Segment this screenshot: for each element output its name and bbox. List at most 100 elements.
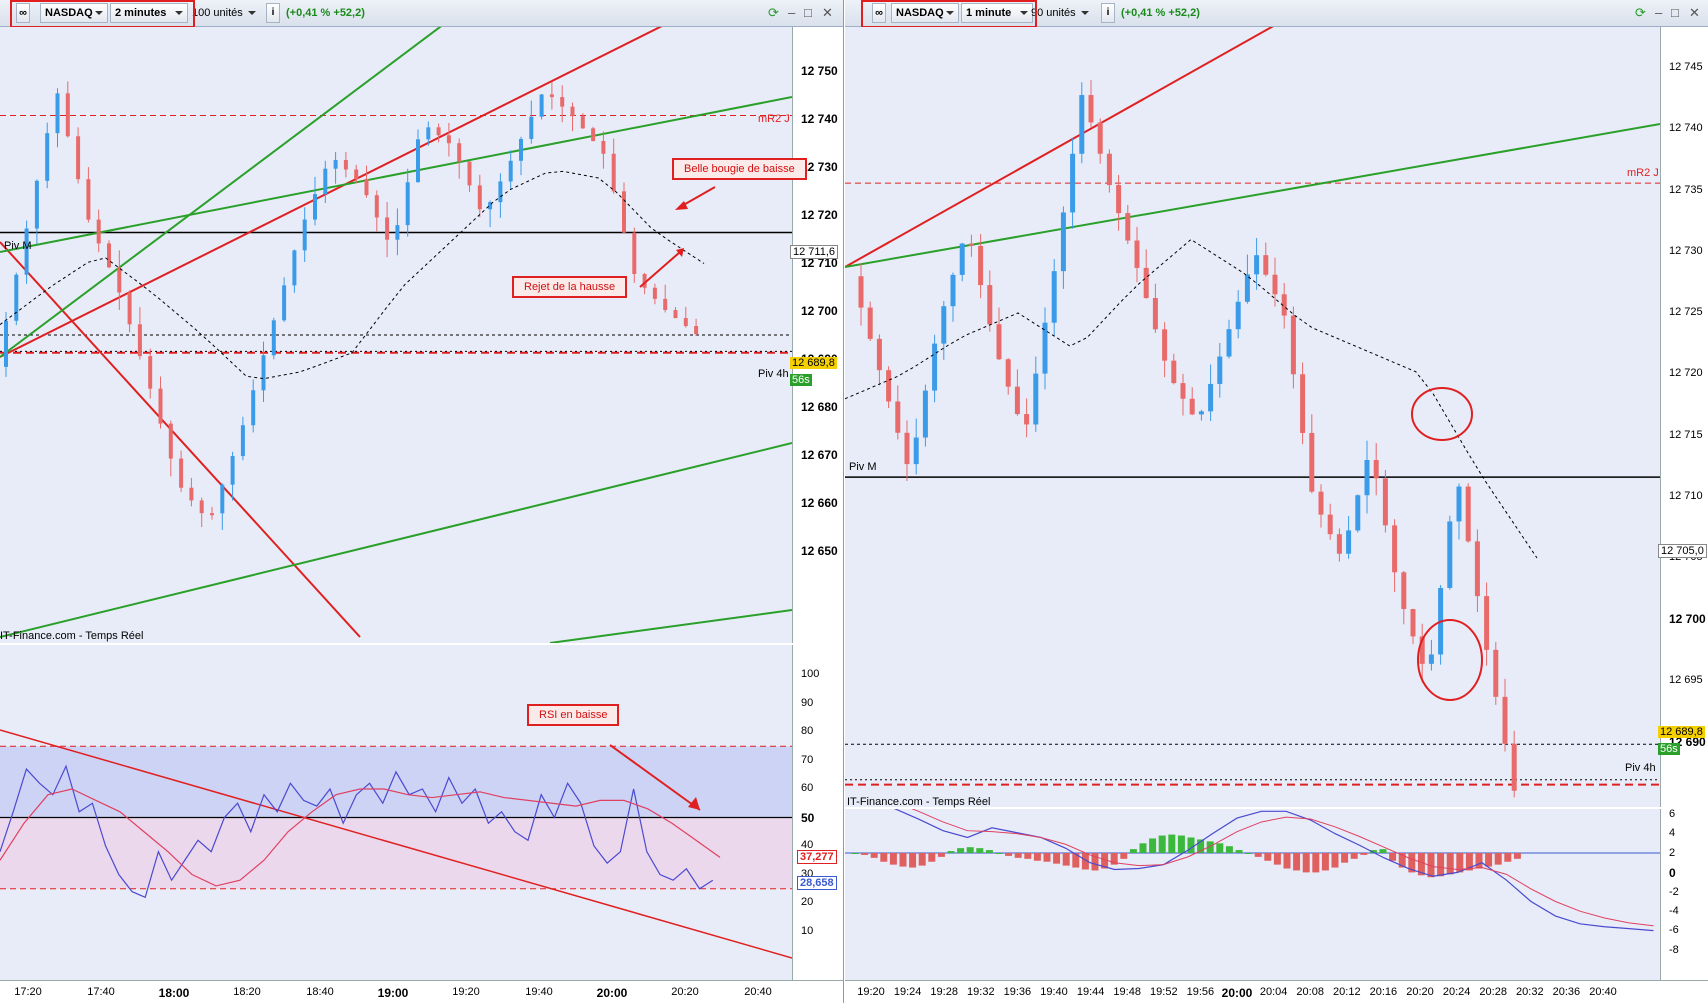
timeframe-selector[interactable]: 1 minute xyxy=(961,3,1033,23)
close-icon[interactable]: ✕ xyxy=(822,5,833,20)
minimize-icon[interactable]: – xyxy=(1655,5,1663,20)
macd-plot[interactable] xyxy=(845,809,1660,981)
time-tick-label: 19:32 xyxy=(967,986,995,998)
time-tick-label: 20:00 xyxy=(1221,986,1253,1000)
units-selector[interactable]: 100 unités xyxy=(192,7,256,19)
level-label-piv4h: Piv 4h xyxy=(1625,762,1656,774)
moving-average-line xyxy=(0,170,705,380)
candle-body xyxy=(261,355,266,391)
level-label-mr2j: mR2 J xyxy=(1627,167,1659,179)
macd-histogram-bar xyxy=(870,853,878,858)
macd-histogram-bar xyxy=(1033,853,1041,861)
time-tick-label: 19:52 xyxy=(1150,986,1178,998)
candle-body xyxy=(498,181,503,203)
trendline-green-2 xyxy=(0,27,442,358)
symbol-selector[interactable]: NASDAQ xyxy=(891,3,959,23)
candle-body xyxy=(1474,541,1480,597)
rsi-upper-zone xyxy=(0,746,792,818)
maximize-icon[interactable]: □ xyxy=(1671,5,1679,20)
macd-histogram-bar xyxy=(1168,834,1176,853)
axis-tick-label: 50 xyxy=(801,810,815,825)
link-icon[interactable]: ∞ xyxy=(16,3,30,23)
minimize-icon[interactable]: – xyxy=(788,5,796,20)
candle-body xyxy=(1327,514,1333,535)
time-axis[interactable]: 19:20 19:24 19:28 19:32 19:36 19:40 19:44 19:48… xyxy=(845,980,1708,1003)
candle-body xyxy=(364,179,369,196)
price-axis[interactable]: 12 745 12 740 12 735 12 730 12 725 12 720 12 7… xyxy=(1658,27,1708,807)
candle-body xyxy=(14,274,19,321)
candle-body xyxy=(1079,95,1085,154)
candle-body xyxy=(1392,525,1398,573)
timeframe-selector[interactable]: 2 minutes xyxy=(110,3,188,23)
axis-tick-label: 12 750 xyxy=(801,64,838,78)
macd-histogram-bar xyxy=(1187,837,1195,853)
candle-body xyxy=(652,287,657,299)
link-icon[interactable]: ∞ xyxy=(872,3,886,23)
candle-body xyxy=(1410,609,1416,637)
time-tick-label: 20:24 xyxy=(1442,986,1471,998)
candle-body xyxy=(65,93,70,137)
candle-body xyxy=(446,135,451,144)
symbol-label: NASDAQ xyxy=(896,7,944,19)
rsi-signal-line xyxy=(0,788,721,887)
axis-tick-label: 12 730 xyxy=(801,160,838,174)
candle-body xyxy=(1290,315,1296,375)
time-tick-label: 19:20 xyxy=(857,986,885,998)
candle-body xyxy=(1134,240,1140,268)
maximize-icon[interactable]: □ xyxy=(804,5,812,20)
symbol-selector[interactable]: NASDAQ xyxy=(40,3,108,23)
price-plot[interactable] xyxy=(0,27,792,643)
candle-body xyxy=(1511,743,1517,791)
rsi-trendline xyxy=(0,729,792,959)
macd-histogram-bar xyxy=(1043,853,1051,862)
candle-body xyxy=(292,250,297,286)
macd-axis[interactable]: 6 4 2 0 -2 -4 -6 -8 xyxy=(1660,808,1708,981)
axis-tick-label: 12 720 xyxy=(801,208,838,222)
macd-histogram-bar xyxy=(1158,835,1166,853)
axis-tick-label: 12 735 xyxy=(1669,183,1703,196)
time-tick-label: 19:36 xyxy=(1003,986,1032,998)
candle-body xyxy=(302,219,307,251)
candle-body xyxy=(895,401,901,433)
rsi-axis[interactable]: 100 90 80 70 60 50 40 30 20 10 37,277 28,658 xyxy=(792,645,843,980)
price-plot[interactable] xyxy=(845,27,1660,807)
candle-body xyxy=(959,243,965,275)
callout-arrow-shaft xyxy=(639,251,681,288)
candle-body xyxy=(76,136,81,180)
candle-body xyxy=(1355,495,1361,531)
callout-belle-bougie: Belle bougie de baisse xyxy=(672,158,807,180)
info-icon[interactable]: i xyxy=(266,3,280,23)
price-tag: 12 689,8 xyxy=(790,357,837,369)
macd-histogram-bar xyxy=(1129,849,1137,853)
close-icon[interactable]: ✕ xyxy=(1689,5,1700,20)
macd-histogram-bar xyxy=(1235,850,1243,853)
rsi-chart-svg xyxy=(0,729,792,959)
candle-body xyxy=(168,423,173,459)
units-selector[interactable]: 90 unités xyxy=(1031,7,1089,19)
candle-body xyxy=(354,169,359,180)
macd-histogram-bar xyxy=(1485,853,1493,867)
macd-histogram-bar xyxy=(1398,853,1406,868)
info-icon[interactable]: i xyxy=(1101,3,1115,23)
rsi-plot[interactable] xyxy=(0,645,792,980)
time-tick-label: 18:00 xyxy=(158,986,190,1000)
time-axis[interactable]: 17:20 17:40 18:00 18:20 18:40 19:00 19:20 19:40… xyxy=(0,980,843,1003)
macd-histogram-bar xyxy=(1177,835,1185,853)
axis-tick-label: 12 700 xyxy=(801,304,838,318)
trendline-green-1 xyxy=(0,96,792,253)
macd-histogram-bar xyxy=(1321,853,1329,871)
countdown-tag: 56s xyxy=(790,374,812,386)
candle-body xyxy=(941,306,947,344)
time-tick-label: 20:40 xyxy=(1589,986,1617,998)
level-label-piv4h: Piv 4h xyxy=(758,368,789,380)
refresh-icon[interactable]: ⟳ xyxy=(1635,5,1646,20)
macd-histogram-bar xyxy=(1465,853,1473,871)
refresh-icon[interactable]: ⟳ xyxy=(768,5,779,20)
candle-body xyxy=(34,180,39,229)
axis-tick-label: 12 730 xyxy=(1669,244,1703,257)
units-label: 90 unités xyxy=(1031,7,1076,19)
candle-body xyxy=(55,93,60,134)
macd-histogram-bar xyxy=(1101,853,1109,869)
macd-histogram-bar xyxy=(880,853,888,862)
price-axis[interactable]: 12 750 12 740 12 730 12 720 12 710 12 700 12 6… xyxy=(790,27,843,643)
